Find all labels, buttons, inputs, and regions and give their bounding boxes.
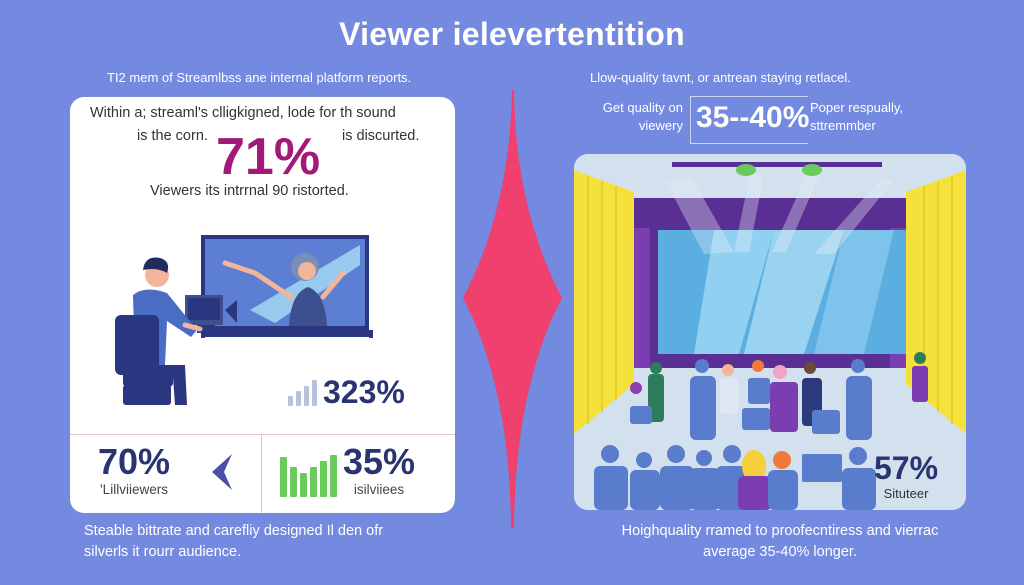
stat-left-value: 70% [98,441,171,482]
card-intro-text-2a: is the corn. [137,128,208,144]
theater-stat-label: Situteer [883,486,929,501]
theater-audience-illustration [574,154,966,510]
card-divider-vertical [261,434,262,513]
signal-bars-icon [288,379,317,406]
left-footer-line1: Steable bittrate and carefliy designed I… [84,523,384,539]
callout-right-line2: sttremmber [810,118,876,133]
theater-stat-value: 57% [874,450,939,486]
right-subheading: Llow-quality tavnt, or antrean staying r… [590,70,851,85]
diamond-divider-icon [463,90,562,528]
callout-range-value: 35--40% [696,101,810,134]
stat-block-right: 35% isilviiees [280,442,415,497]
bar-chart-icon [280,455,337,497]
right-footer-line2: average 35-40% longer. [703,544,857,560]
left-subheading: TI2 mem of Streamlbss ane internal platf… [107,70,412,85]
signal-stat-value: 323% [323,374,405,410]
callout-right-line1: Poper respually, [810,100,903,115]
right-footer-text: Hoighquality rramed to proofecntiress an… [590,521,970,563]
signal-stat: 323% [288,374,405,411]
right-footer-line1: Hoighquality rramed to proofecntiress an… [621,523,939,539]
range-callout: Get quality on viewery 35--40% Poper res… [590,96,960,146]
left-footer-text: Steable bittrate and carefliy designed I… [84,521,383,563]
stat-block-left: 70% 'Lillviiewers [98,441,171,498]
headline-stat-caption: Viewers its intrrnal 90 ristorted. [150,183,349,199]
left-info-card: Within a; streaml's clligkigned, lode fo… [70,97,455,513]
card-intro-text-2b: is discurted. [342,128,420,144]
callout-left-line1: Get quality on [602,100,683,115]
stat-right-label: isilviiees [353,482,405,497]
stat-left-label: 'Lillviiewers [100,482,168,497]
card-divider [70,434,455,435]
callout-left-line2: viewery [638,118,683,133]
arrow-left-icon [212,454,232,490]
theater-stat: 57% Situteer [874,450,938,501]
card-intro-text: Within a; streaml's clligkigned, lode fo… [90,105,396,121]
page-title: Viewer ielevertentition [339,16,685,52]
headline-stat: 71% [216,128,321,186]
left-footer-line2: silverls it rourr audience. [84,544,242,560]
theater-card: 57% Situteer [574,154,966,510]
viewer-watching-screen-illustration [115,235,373,405]
callout-box [690,96,808,144]
stat-right-value: 35% [343,441,416,482]
